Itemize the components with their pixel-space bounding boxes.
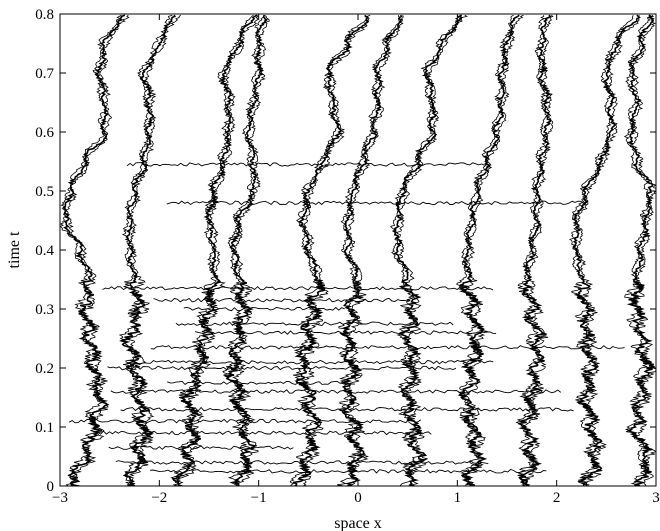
x-tick-label-1: −2: [151, 490, 167, 506]
jump-segment-9: [126, 359, 494, 365]
worldline-7-0: [456, 14, 514, 486]
y-tick-label-5: 0.5: [35, 184, 54, 200]
worldline-10-2: [631, 14, 656, 486]
worldline-4-2: [301, 14, 371, 486]
jump-segment-15: [102, 286, 494, 291]
worldline-0-2: [65, 14, 130, 486]
worldline-0-0: [60, 14, 122, 486]
y-axis-label: time t: [6, 231, 23, 268]
y-tick-label-7: 0.7: [35, 66, 54, 82]
y-tick-label-6: 0.6: [35, 125, 54, 141]
worldline-9-0: [569, 14, 634, 486]
worldline-9-1: [571, 14, 641, 486]
jump-segment-14: [153, 297, 410, 303]
ticks-layer: −3 −2 −1 0 1 2 3 0 0.1 0.2 0.3 0.4 0.5 0.6 0.7 0.8: [35, 7, 660, 506]
worldline-9-2: [575, 15, 641, 486]
x-tick-label-2: −1: [251, 490, 267, 506]
jump-segment-1: [115, 459, 489, 465]
worldline-1-0: [118, 14, 173, 486]
worldline-6-2: [396, 14, 469, 486]
y-tick-label-4: 0.4: [35, 243, 54, 259]
jump-segment-17: [126, 162, 485, 167]
worldline-5-1: [338, 14, 403, 486]
jump-segment-0: [149, 468, 547, 474]
jump-segment-12: [175, 321, 454, 327]
worldline-5-2: [343, 15, 404, 486]
x-tick-label-5: 2: [553, 490, 561, 506]
y-tick-label-1: 0.1: [35, 420, 54, 436]
lines-layer: [60, 14, 656, 486]
jump-segment-5: [120, 406, 574, 412]
x-axis-label: space x: [334, 515, 382, 531]
worldline-4-0: [289, 15, 369, 486]
y-tick-label-0: 0: [47, 479, 55, 495]
worldline-3-2: [232, 14, 270, 486]
y-tick-label-2: 0.2: [35, 361, 54, 377]
jump-segment-11: [194, 330, 497, 335]
jump-segment-10: [150, 345, 625, 350]
y-tick-label-8: 0.8: [35, 7, 54, 23]
worldline-6-0: [390, 15, 460, 486]
worldline-6-1: [393, 14, 464, 486]
x-tick-label-0: −3: [52, 490, 68, 506]
x-tick-label-6: 3: [652, 490, 660, 506]
x-tick-label-4: 1: [454, 490, 462, 506]
worldline-1-1: [121, 14, 176, 486]
jump-segment-8: [107, 365, 457, 371]
worldline-1-2: [125, 14, 181, 486]
worldline-8-2: [519, 14, 554, 486]
jump-segment-2: [108, 445, 294, 451]
jump-segment-13: [183, 306, 345, 312]
worldline-7-2: [463, 14, 524, 486]
worldline-2-2: [172, 15, 259, 486]
jump-segment-16: [166, 200, 588, 206]
worldline-10-1: [626, 14, 655, 486]
worldline-0-1: [62, 14, 126, 486]
worldline-3-1: [223, 15, 269, 486]
x-tick-label-3: 0: [354, 490, 362, 506]
jump-segment-6: [110, 389, 562, 395]
y-tick-label-3: 0.3: [35, 302, 54, 318]
worldline-5-0: [337, 15, 401, 486]
worldline-4-1: [292, 15, 370, 486]
jump-segment-4: [68, 418, 422, 424]
jump-segment-7: [167, 380, 355, 386]
jump-segment-3: [97, 430, 432, 436]
plot-frame: [59, 13, 657, 487]
worldline-7-1: [458, 14, 520, 486]
